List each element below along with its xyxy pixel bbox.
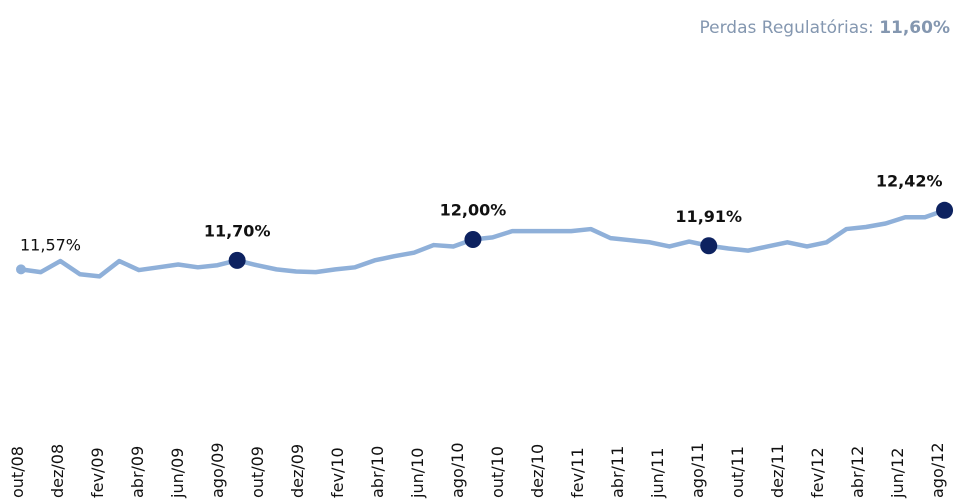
data-label: 12,00% (440, 201, 507, 220)
header: Perdas Regulatórias: 11,60% (700, 18, 950, 38)
data-label: 11,70% (204, 221, 271, 240)
x-tick-label: ago/10 (448, 443, 467, 499)
x-tick-label: out/11 (728, 446, 747, 498)
point (16, 264, 26, 275)
x-tick-label: dez/10 (528, 444, 547, 498)
x-tick-label: abr/09 (128, 446, 147, 498)
data-line (20, 208, 946, 279)
x-tick-label: out/09 (248, 446, 267, 498)
x-tick-label: jun/12 (888, 448, 907, 499)
highlight-point (700, 237, 718, 255)
highlight-point (228, 251, 246, 269)
x-tick-label: dez/11 (768, 444, 787, 498)
x-tick-label: fev/09 (88, 447, 107, 498)
data-label: 12,42% (876, 171, 943, 190)
x-tick-label: jun/11 (648, 448, 667, 499)
x-tick-label: ago/12 (928, 443, 947, 499)
x-tick-label: abr/11 (608, 446, 627, 498)
x-tick-label: ago/09 (208, 443, 227, 499)
x-tick-label: fev/12 (808, 447, 827, 498)
x-tick-label: dez/08 (48, 444, 67, 498)
x-tick-label: out/08 (8, 446, 27, 498)
x-tick-label: abr/10 (368, 446, 387, 498)
x-tick-label: jun/10 (408, 448, 427, 499)
x-tick-label: abr/12 (848, 446, 867, 498)
highlight-point (936, 201, 954, 219)
highlight-point (464, 231, 482, 248)
header-label: Perdas Regulatórias: (700, 18, 874, 38)
x-tick-label: jun/09 (168, 448, 187, 499)
x-tick-label: dez/09 (288, 444, 307, 498)
x-tick-label: out/10 (488, 446, 507, 498)
x-tick-label: fev/10 (328, 447, 347, 498)
data-label: 11,91% (675, 207, 742, 226)
data-label: 11,57% (20, 235, 81, 254)
header-value: 11,60% (879, 18, 950, 38)
x-tick-label: fev/11 (568, 447, 587, 498)
x-tick-label: ago/11 (688, 443, 707, 499)
